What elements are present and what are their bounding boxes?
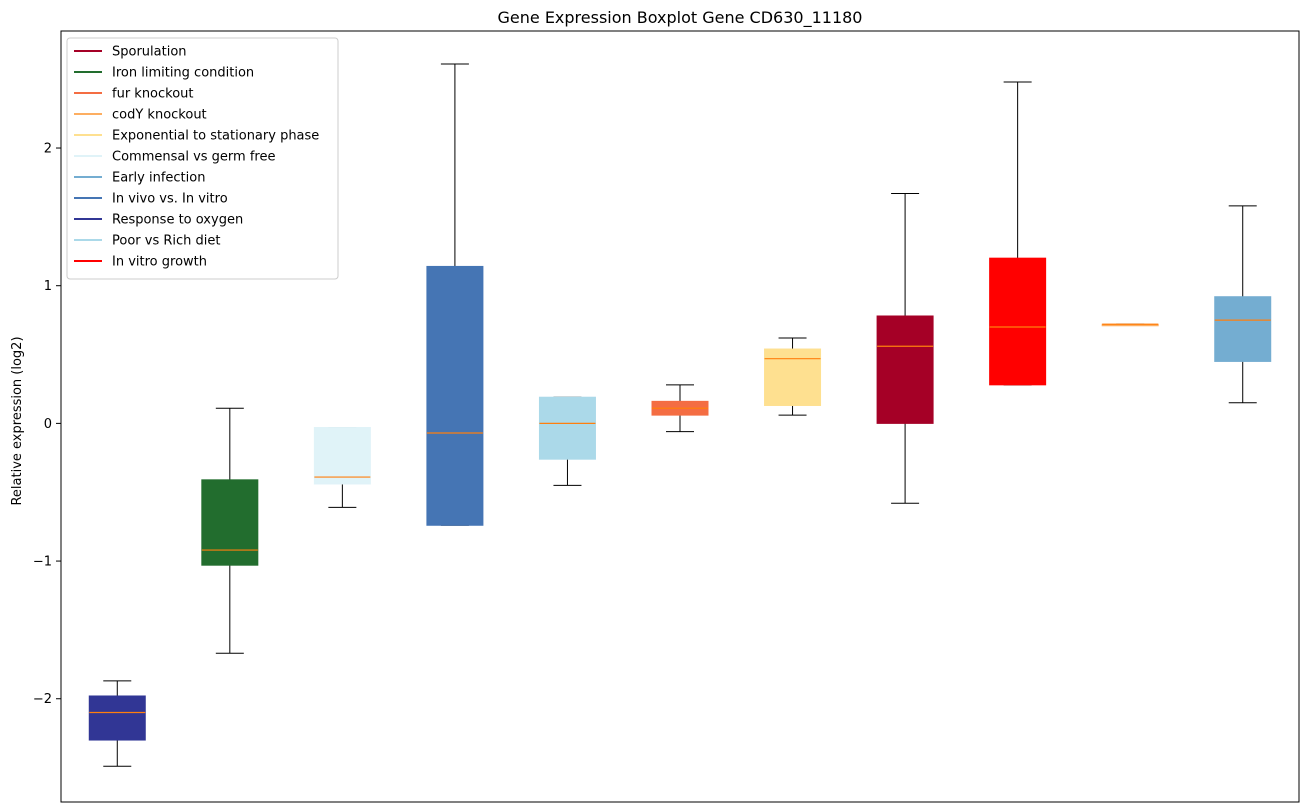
legend-frame [66, 37, 339, 280]
box-3 [313, 427, 371, 508]
plot-frame [60, 30, 1300, 803]
y-axis-label: Relative expression (log2) [10, 336, 25, 505]
box-8 [876, 192, 934, 504]
y-tick-label: 1 [44, 279, 52, 294]
legend-label: codY knockout [112, 108, 207, 123]
legend-label: Sporulation [112, 45, 187, 60]
boxes-group [88, 63, 1272, 767]
y-tick-label: 0 [44, 417, 52, 432]
legend-label: fur knockout [112, 87, 194, 102]
box-body [989, 257, 1047, 386]
box-1 [88, 680, 146, 767]
box-2 [201, 407, 259, 654]
box-body [88, 695, 146, 741]
box-body [538, 396, 596, 460]
legend-label: Iron limiting condition [112, 66, 254, 81]
box-body [201, 479, 259, 566]
box-9 [989, 81, 1047, 386]
legend-label: Commensal vs germ free [112, 150, 275, 165]
y-axis-ticks: −2 −1 0 1 2 [33, 142, 61, 707]
legend-label: In vitro growth [112, 255, 207, 270]
chart-title: Gene Expression Boxplot Gene CD630_11180 [498, 8, 863, 28]
legend-label: Response to oxygen [112, 213, 243, 228]
box-7 [764, 337, 822, 416]
legend-label: In vivo vs. In vitro [112, 192, 228, 207]
box-10 [1101, 323, 1159, 327]
box-11 [1214, 205, 1272, 404]
legend: Sporulation Iron limiting condition fur kn… [66, 37, 339, 280]
box-body [876, 315, 934, 424]
box-body [313, 427, 371, 485]
legend-label: Exponential to stationary phase [112, 129, 319, 144]
box-body [426, 265, 484, 526]
legend-label: Early infection [112, 171, 205, 186]
box-4 [426, 63, 484, 526]
box-6 [651, 384, 709, 433]
y-tick-label: −2 [33, 692, 52, 707]
y-tick-label: −1 [33, 555, 52, 570]
legend-label: Poor vs Rich diet [112, 234, 220, 249]
y-tick-label: 2 [44, 142, 52, 157]
box-body [1214, 296, 1272, 362]
box-5 [538, 396, 596, 486]
box-body [764, 348, 822, 406]
